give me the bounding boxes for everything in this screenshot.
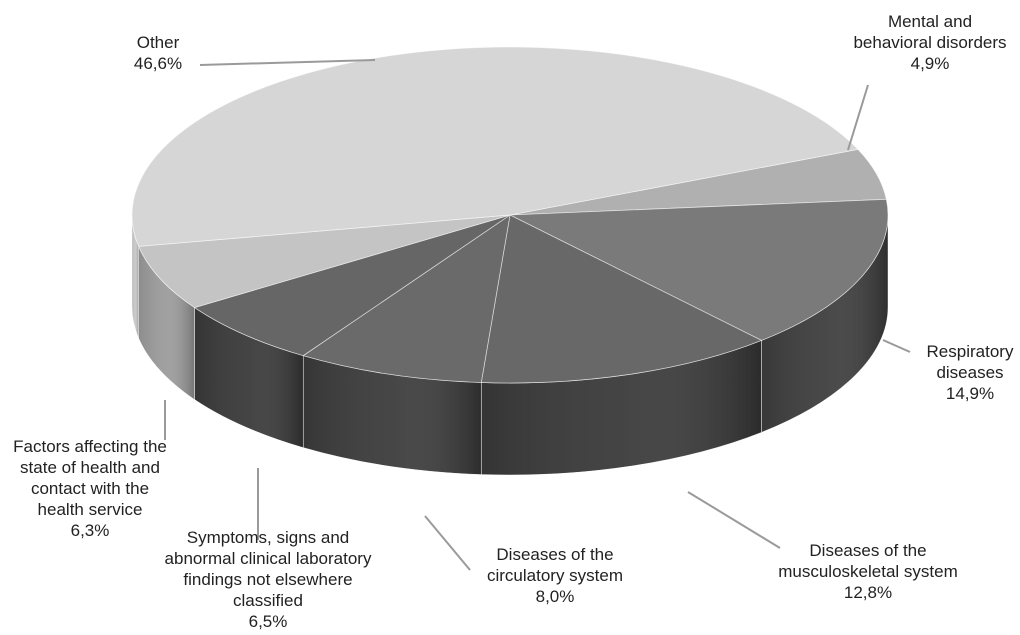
slice-label-line: Diseases of the [496, 545, 613, 564]
slice-percent: 6,3% [71, 521, 110, 540]
slice-label-line: classified [233, 591, 303, 610]
pie-slices [131, 46, 889, 384]
slice-side-shade [761, 215, 888, 433]
slice-label: Other 46,6% [134, 33, 182, 73]
pie-slice [193, 214, 511, 357]
slice-label-line: abnormal clinical laboratory [165, 549, 372, 568]
leader-line [199, 59, 376, 66]
slice-label-line: Mental and [888, 12, 972, 31]
leader-lines [164, 59, 911, 571]
slice-label-line: Respiratory [927, 342, 1014, 361]
pie-slice [131, 46, 859, 247]
slice-label: Mental and behavioral disorders 4,9% [853, 12, 1006, 73]
slice-side-shade [481, 340, 762, 475]
slice-label: Respiratory diseases 14,9% [927, 342, 1014, 403]
slice-label-line: musculoskeletal system [778, 562, 958, 581]
slice-label-line: Factors affecting the [13, 437, 167, 456]
slice-label-line: Diseases of the [809, 541, 926, 560]
slice-label-line: diseases [936, 363, 1003, 382]
slice-label-line: health service [38, 500, 143, 519]
slice-percent: 8,0% [536, 587, 575, 606]
leader-line [882, 339, 911, 353]
slice-side-shade [303, 355, 482, 475]
pie-sides [131, 214, 889, 476]
slice-side-shade [194, 307, 304, 448]
pie-slice [302, 214, 511, 383]
pie-slice [138, 214, 511, 309]
slice-label-line: Other [137, 33, 180, 52]
slice-side-shade [138, 246, 195, 400]
slice-percent: 12,8% [844, 583, 892, 602]
leader-line [424, 515, 471, 571]
pie-slice [509, 198, 889, 341]
slice-label-line: Symptoms, signs and [187, 528, 350, 547]
slice-percent: 14,9% [946, 384, 994, 403]
pie-slice [480, 214, 763, 384]
slice-label-line: circulatory system [487, 566, 623, 585]
slice-label: Symptoms, signs and abnormal clinical lab… [165, 528, 372, 631]
slice-label-line: findings not elsewhere [183, 570, 352, 589]
slice-label: Diseases of the circulatory system 8,0% [487, 545, 623, 606]
slice-percent: 46,6% [134, 54, 182, 73]
slice-side-shade [132, 215, 139, 339]
leader-line [687, 491, 781, 549]
slice-label-line: state of health and [20, 458, 160, 477]
slice-label: Factors affecting the state of health and… [13, 437, 167, 540]
slice-labels: Mental and behavioral disorders 4,9% Respir… [13, 12, 1014, 631]
slice-percent: 4,9% [911, 54, 950, 73]
slice-percent: 6,5% [249, 612, 288, 631]
slice-label-line: contact with the [31, 479, 149, 498]
slice-label-line: behavioral disorders [853, 33, 1006, 52]
leader-line [847, 84, 869, 151]
slice-label: Diseases of the musculoskeletal system 12,… [778, 541, 958, 602]
